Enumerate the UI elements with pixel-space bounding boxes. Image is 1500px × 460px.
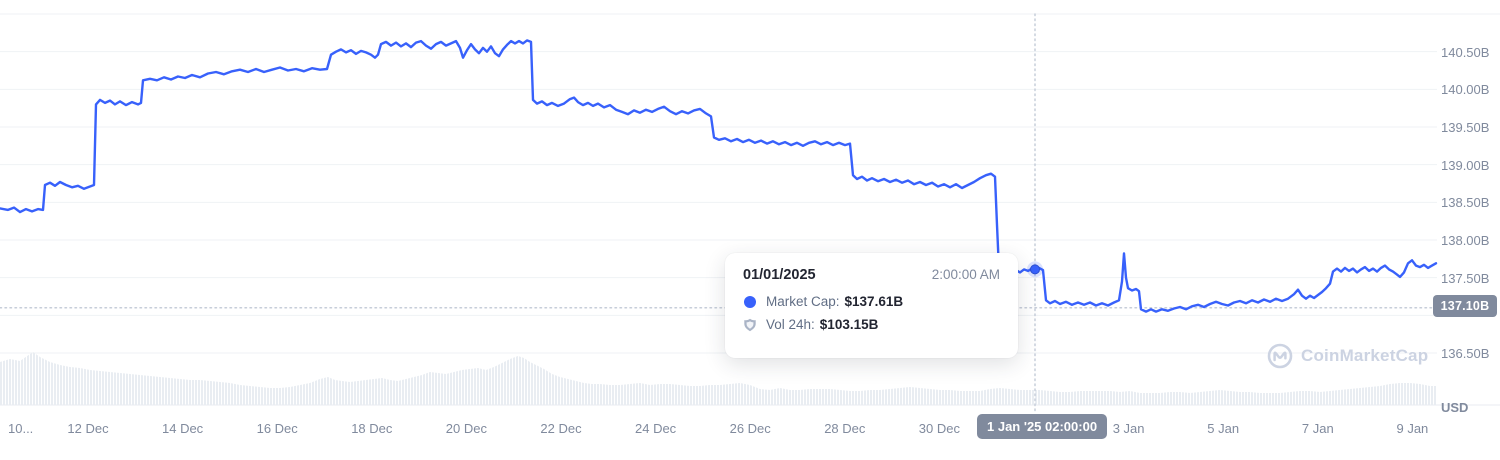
x-axis-tick: 5 Jan	[1207, 421, 1240, 436]
coinmarketcap-logo-icon	[1266, 342, 1294, 370]
current-value-badge: 137.10B	[1433, 295, 1497, 317]
x-axis-tick: 3 Jan	[1112, 421, 1145, 436]
volume-area	[0, 352, 1437, 405]
y-axis-tick: 140.50B	[1441, 44, 1490, 60]
x-axis-tick: 18 Dec	[351, 421, 393, 436]
x-axis-tick: 28 Dec	[824, 421, 866, 436]
coinmarketcap-watermark: CoinMarketCap	[1266, 342, 1428, 370]
x-axis-tick: 14 Dec	[161, 421, 204, 436]
tooltip-market-cap-label: Market Cap:	[766, 294, 840, 309]
watermark-text: CoinMarketCap	[1301, 346, 1429, 365]
y-axis-tick: 139.50B	[1441, 119, 1490, 135]
y-axis-tick: 138.50B	[1441, 195, 1490, 211]
tooltip-market-cap-row: Market Cap: $137.61B	[743, 294, 1000, 309]
market-cap-line	[0, 39, 1438, 313]
tooltip-market-cap-value: $137.61B	[844, 294, 904, 309]
tooltip-volume-value: $103.15B	[819, 317, 879, 332]
tooltip-date: 01/01/2025	[743, 267, 816, 283]
tooltip-volume-row: Vol 24h: $103.15B	[743, 317, 1000, 332]
x-axis-tick: 24 Dec	[634, 421, 677, 436]
x-axis-tick: 30 Dec	[918, 421, 960, 436]
x-axis-tick: 10...	[8, 421, 34, 436]
market-cap-dot-icon	[743, 295, 757, 309]
chart-tooltip: 01/01/2025 2:00:00 AM Market Cap: $137.6…	[725, 253, 1018, 358]
x-axis-tick: 16 Dec	[256, 421, 298, 436]
y-axis-tick: 137.50B	[1441, 270, 1490, 286]
x-axis-tick: 12 Dec	[67, 421, 109, 436]
y-axis-unit-label: USD	[1441, 400, 1469, 415]
y-axis-tick: 140.00B	[1441, 82, 1490, 98]
x-axis-tick: 7 Jan	[1301, 421, 1334, 436]
x-axis-tick: 26 Dec	[729, 421, 771, 436]
tooltip-volume-label: Vol 24h:	[766, 317, 815, 332]
selected-date-badge: 1 Jan '25 02:00:00	[977, 414, 1108, 439]
y-axis-tick: 139.00B	[1441, 157, 1490, 173]
marker-dot[interactable]	[1030, 264, 1040, 275]
tooltip-time: 2:00:00 AM	[931, 267, 1000, 282]
x-axis-tick: 22 Dec	[540, 421, 582, 436]
volume-shield-icon	[743, 318, 757, 332]
y-axis-tick: 138.00B	[1441, 232, 1490, 248]
y-axis-tick: 136.50B	[1441, 345, 1490, 361]
x-axis-tick: 9 Jan	[1396, 421, 1429, 436]
x-axis-tick: 20 Dec	[445, 421, 487, 436]
